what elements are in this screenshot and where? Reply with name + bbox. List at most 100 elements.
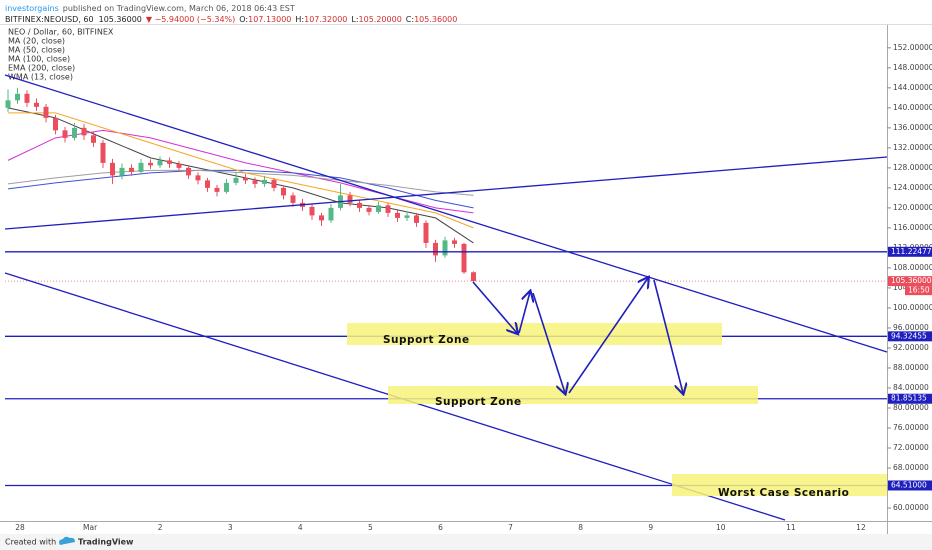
candle-body <box>138 162 144 172</box>
candle-body <box>34 102 39 107</box>
candle-body <box>385 205 391 213</box>
candle-body <box>376 205 381 212</box>
zone <box>672 474 887 496</box>
legend-entry: EMA (200, close) <box>8 64 75 73</box>
indicator-line <box>7 129 474 214</box>
level-label: 111.22477 <box>891 247 932 256</box>
footer-text: Created with <box>5 538 56 547</box>
candle-body <box>157 160 163 166</box>
legend-entry: MA (100, close) <box>8 55 70 64</box>
candle-body <box>233 177 239 183</box>
x-tick-label: 9 <box>648 523 653 532</box>
y-tick-label: 140.00000 <box>893 103 932 112</box>
candle-body <box>281 187 286 196</box>
arrow <box>653 279 683 393</box>
drawings: Support Zone Support Zone Worst Case Sce… <box>4 74 888 521</box>
x-tick-label: 4 <box>298 523 303 532</box>
candle-body <box>214 187 220 192</box>
zone <box>347 323 722 345</box>
arrow <box>532 292 565 393</box>
zone-label: Support Zone <box>383 334 470 346</box>
y-tick-label: 96.00000 <box>893 323 929 332</box>
y-tick-label: 80.00000 <box>893 403 929 412</box>
level-label: 94.32455 <box>891 331 927 340</box>
ohlc-key: C: <box>406 15 414 24</box>
candle-body <box>167 160 172 164</box>
candle-body <box>404 215 410 218</box>
footer-bar <box>0 534 932 550</box>
candle-body <box>176 163 182 168</box>
candle-body <box>110 162 115 176</box>
candle-body <box>195 175 201 181</box>
y-tick-label: 76.00000 <box>893 423 929 432</box>
candle-body <box>53 117 58 131</box>
x-tick-label: 10 <box>716 523 726 532</box>
candle-body <box>414 215 419 223</box>
level-box <box>888 246 932 257</box>
candle-body <box>309 206 315 216</box>
candle-body <box>433 242 438 256</box>
ohlc-value: 105.20000 <box>359 15 402 24</box>
header: investorgains published on TradingView.co… <box>5 4 295 13</box>
ohlc-key: L: <box>351 15 358 24</box>
candle-body <box>471 272 476 282</box>
y-tick-label: 116.00000 <box>893 223 932 232</box>
x-tick-label: 12 <box>856 523 866 532</box>
x-tick-label: 8 <box>578 523 583 532</box>
level-label: 64.51000 <box>891 480 927 489</box>
y-tick-label: 60.00000 <box>893 503 929 512</box>
y-tick-label: 124.00000 <box>893 183 932 192</box>
y-tick-label: 92.00000 <box>893 343 929 352</box>
x-tick-label: 6 <box>438 523 443 532</box>
change: ▼ −5.94000 (−5.34%) <box>146 15 235 24</box>
ohlc-key: O: <box>239 15 248 24</box>
y-tick-label: 72.00000 <box>893 443 929 452</box>
zone <box>388 386 758 404</box>
y-tick-label: 144.00000 <box>893 83 932 92</box>
y-tick-label: 84.00000 <box>893 383 929 392</box>
arrow <box>472 281 517 333</box>
candle-body <box>262 179 267 184</box>
candle-body <box>357 202 362 208</box>
y-tick-label: 104 <box>893 283 908 292</box>
candle-body <box>24 93 30 103</box>
legend-entry: WMA (13, close) <box>8 73 73 82</box>
candle-body <box>224 182 229 192</box>
y-tick-label: 148.00000 <box>893 63 932 72</box>
level-box <box>888 331 932 342</box>
level-box <box>888 393 932 404</box>
author[interactable]: investorgains <box>5 4 59 13</box>
countdown-box <box>905 286 932 296</box>
y-tick-label: 136.00000 <box>893 123 932 132</box>
arrow <box>518 292 530 334</box>
footer-brand[interactable]: TradingView <box>78 538 134 547</box>
candle-body <box>461 243 467 273</box>
candle-body <box>271 179 277 188</box>
x-tick-label: 5 <box>368 523 373 532</box>
candle-body <box>91 135 96 143</box>
candle-body <box>452 240 457 244</box>
candle-body <box>243 177 248 181</box>
candle-body <box>395 212 400 218</box>
symbol: BITFINEX:NEOUSD, 60 <box>5 15 94 24</box>
candle-body <box>252 180 258 184</box>
published: published on TradingView.com, March 06, … <box>63 4 295 13</box>
candle-body <box>366 207 372 212</box>
y-tick-label: 128.00000 <box>893 163 932 172</box>
y-tick-label: 132.00000 <box>893 143 932 152</box>
y-tick-label: 152.00000 <box>893 43 932 52</box>
symbol-line: BITFINEX:NEOUSD, 60 105.36000 ▼ −5.94000 (… <box>5 15 457 24</box>
candle-body <box>81 127 87 136</box>
y-tick-label: 120.00000 <box>893 203 932 212</box>
x-tick-label: 3 <box>228 523 233 532</box>
indicator-line <box>7 169 474 209</box>
x-tick-label: 28 <box>15 523 25 532</box>
y-tick-label: 68.00000 <box>893 463 929 472</box>
countdown: 16:50 <box>908 286 930 295</box>
last-price-label: 105.36000 <box>891 276 932 285</box>
axes: 152.00000 148.00000 144.00000 140.00000 136.… <box>15 43 932 532</box>
logo[interactable] <box>59 536 75 545</box>
